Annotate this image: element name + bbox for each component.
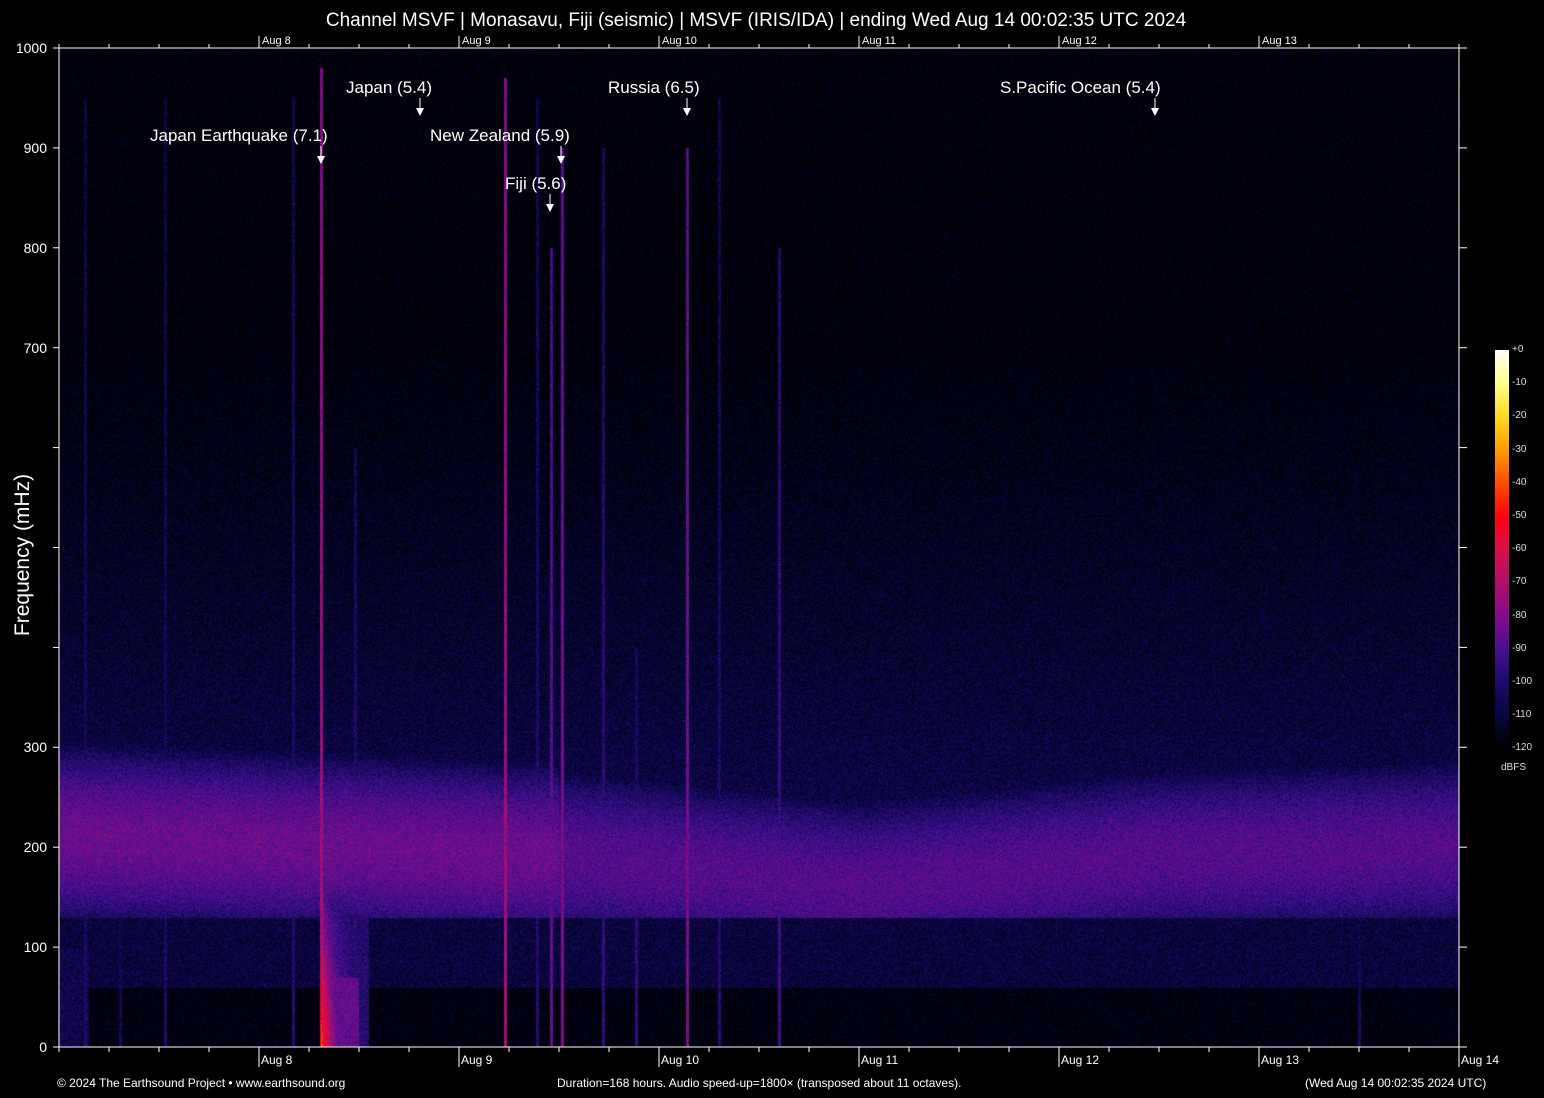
annotation-arrowhead xyxy=(317,156,325,164)
y-tick-label: 800 xyxy=(7,240,47,256)
colorbar-tick-label: +0 xyxy=(1512,344,1523,355)
colorbar xyxy=(1495,350,1509,749)
colorbar-tick-label: -90 xyxy=(1512,643,1526,654)
annotation-label: Japan (5.4) xyxy=(346,78,432,98)
annotation-arrowhead xyxy=(1151,108,1159,116)
x-tick-label: Aug 11 xyxy=(861,1053,898,1067)
y-axis-label: Frequency (mHz) xyxy=(11,470,35,640)
annotation-label: S.Pacific Ocean (5.4) xyxy=(1000,78,1161,98)
y-tick-label: 200 xyxy=(7,839,47,855)
y-tick-label: 100 xyxy=(7,939,47,955)
footer-copyright[interactable]: © 2024 The Earthsound Project • www.eart… xyxy=(57,1076,345,1090)
annotation-arrowhead xyxy=(683,108,691,116)
annotation-label: Fiji (5.6) xyxy=(505,174,566,194)
x-top-tick-label: Aug 11 xyxy=(862,35,896,47)
y-tick-label: 300 xyxy=(7,739,47,755)
y-tick-label: 0 xyxy=(7,1039,47,1055)
annotation-arrowhead xyxy=(416,108,424,116)
y-tick-label: 1000 xyxy=(7,40,47,56)
annotation-arrowhead xyxy=(546,204,554,212)
x-tick-label: Aug 8 xyxy=(261,1053,292,1067)
colorbar-tick-label: -100 xyxy=(1512,676,1532,687)
x-tick-label: Aug 9 xyxy=(461,1053,492,1067)
colorbar-tick-label: -120 xyxy=(1512,742,1532,753)
x-tick-label: Aug 10 xyxy=(661,1053,699,1067)
colorbar-tick-label: -30 xyxy=(1512,444,1526,455)
colorbar-tick-label: -80 xyxy=(1512,610,1526,621)
annotation-arrowhead xyxy=(557,156,565,164)
annotation-label: New Zealand (5.9) xyxy=(430,126,570,146)
x-tick-label: Aug 12 xyxy=(1061,1053,1099,1067)
y-tick-label: 900 xyxy=(7,140,47,156)
x-top-tick-label: Aug 13 xyxy=(1262,35,1297,47)
x-top-tick-label: Aug 8 xyxy=(262,35,291,47)
colorbar-tick-label: -40 xyxy=(1512,477,1526,488)
colorbar-tick-label: -70 xyxy=(1512,576,1526,587)
colorbar-unit: dBFS xyxy=(1501,762,1526,773)
colorbar-tick-label: -60 xyxy=(1512,543,1526,554)
x-top-tick-label: Aug 9 xyxy=(462,35,491,47)
x-tick-label: Aug 13 xyxy=(1261,1053,1299,1067)
footer-duration: Duration=168 hours. Audio speed-up=1800×… xyxy=(557,1076,961,1090)
x-tick-label: Aug 14 xyxy=(1461,1053,1499,1067)
colorbar-tick-label: -20 xyxy=(1512,410,1526,421)
annotation-label: Japan Earthquake (7.1) xyxy=(150,126,328,146)
colorbar-tick-label: -10 xyxy=(1512,377,1526,388)
x-top-tick-label: Aug 10 xyxy=(662,35,697,47)
colorbar-tick-label: -50 xyxy=(1512,510,1526,521)
footer-end-time: (Wed Aug 14 00:02:35 2024 UTC) xyxy=(1305,1076,1486,1090)
y-tick-label: 700 xyxy=(7,340,47,356)
colorbar-tick-label: -110 xyxy=(1512,709,1531,720)
x-top-tick-label: Aug 12 xyxy=(1062,35,1097,47)
annotation-label: Russia (6.5) xyxy=(608,78,700,98)
